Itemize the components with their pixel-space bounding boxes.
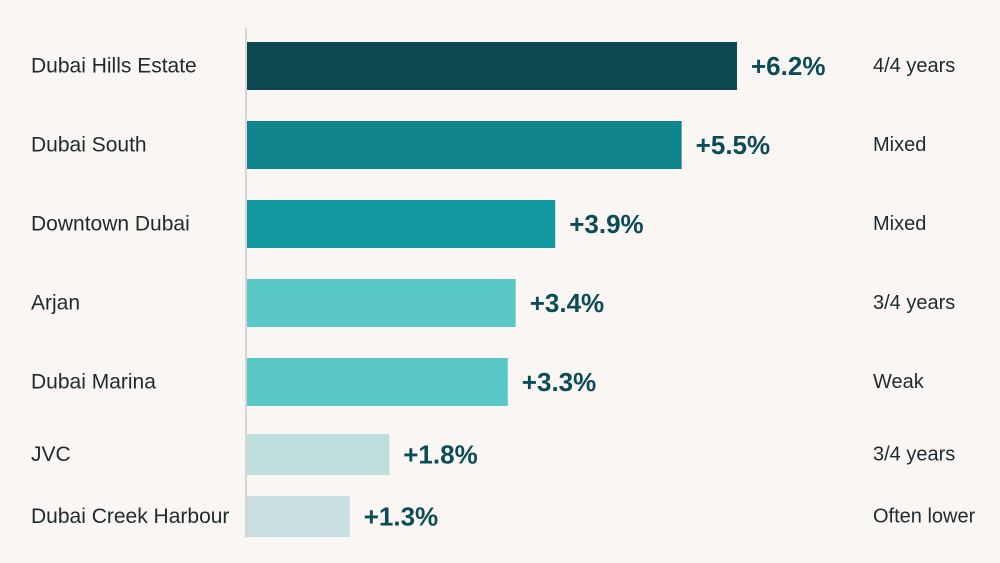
bar — [247, 200, 556, 248]
bar — [247, 121, 682, 169]
category-label: Dubai South — [31, 134, 147, 157]
note-label: Mixed — [873, 134, 926, 156]
value-label: +1.8% — [403, 440, 477, 470]
value-label: +1.3% — [364, 502, 438, 532]
category-label: Dubai Hills Estate — [31, 55, 197, 78]
category-label: Dubai Marina — [31, 371, 156, 394]
bar — [247, 279, 516, 327]
bar — [247, 42, 737, 90]
note-label: Often lower — [873, 506, 976, 528]
value-label: +5.5% — [696, 130, 770, 160]
value-label: +6.2% — [751, 51, 825, 81]
note-label: Mixed — [873, 213, 926, 235]
category-label: JVC — [31, 443, 71, 466]
value-label: +3.3% — [522, 367, 596, 397]
note-label: 4/4 years — [873, 55, 955, 77]
bar — [247, 434, 390, 475]
category-label: Arjan — [31, 292, 80, 315]
note-label: 3/4 years — [873, 292, 955, 314]
bar — [247, 358, 508, 406]
bar — [247, 496, 350, 537]
category-label: Dubai Creek Harbour — [31, 505, 229, 528]
note-label: 3/4 years — [873, 444, 955, 466]
bars-group: Dubai Hills Estate +6.2% 4/4 years Dubai So… — [31, 42, 976, 537]
value-label: +3.9% — [569, 209, 643, 239]
note-label: Weak — [873, 371, 925, 393]
value-label: +3.4% — [530, 288, 604, 318]
category-label: Downtown Dubai — [31, 213, 190, 236]
